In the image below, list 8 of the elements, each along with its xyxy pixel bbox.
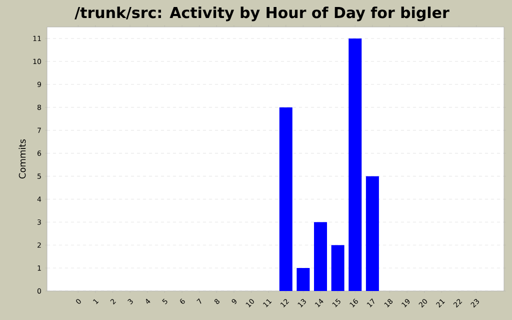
bar bbox=[279, 107, 292, 291]
y-axis-title: Commits bbox=[18, 139, 26, 179]
bar bbox=[366, 176, 379, 291]
bar bbox=[348, 38, 362, 291]
bar bbox=[296, 268, 310, 291]
bar bbox=[331, 245, 344, 291]
chart-title: /trunk/src: Activity by Hour of Day for bigler bbox=[74, 6, 450, 22]
bar bbox=[314, 222, 328, 291]
